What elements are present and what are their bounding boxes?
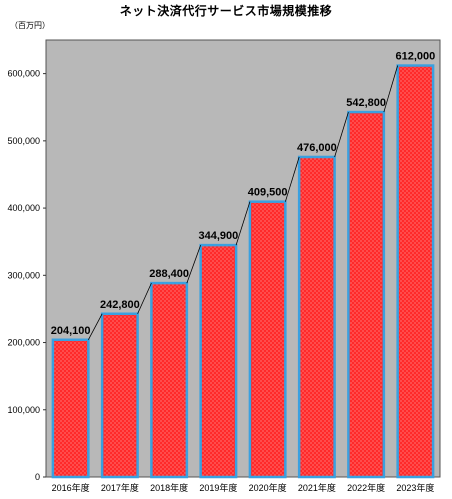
connector-line (186, 244, 202, 284)
x-tick-label: 2016年度 (52, 482, 90, 493)
x-tick-label: 2021年度 (298, 482, 336, 493)
value-label: 242,800 (100, 299, 140, 311)
y-tick-label: 100,000 (7, 405, 40, 415)
connector-line (383, 65, 399, 113)
x-axis: 2016年度 2017年度 2018年度 2019年度 2020年度 2021年度 2022… (52, 482, 435, 493)
value-label: 204,100 (51, 325, 91, 337)
x-tick-label: 2018年度 (150, 482, 188, 493)
bar-texture (54, 341, 87, 476)
x-tick-label: 2020年度 (249, 482, 287, 493)
connector-line (88, 313, 103, 340)
value-label: 344,900 (198, 230, 238, 242)
bar-texture (152, 284, 186, 476)
bar-texture (202, 246, 235, 476)
connector-line (284, 156, 300, 202)
value-label: 476,000 (297, 142, 337, 154)
y-tick-label: 200,000 (7, 338, 40, 348)
value-labels: 204,100 242,800 288,400 344,900 409,500 476,0… (51, 51, 436, 337)
value-label: 288,400 (149, 268, 189, 280)
bar-texture (251, 203, 284, 476)
connector-line (137, 282, 152, 314)
x-tick-label: 2023年度 (396, 482, 434, 493)
bar-texture (399, 67, 432, 476)
y-tick-label: 0 (35, 472, 40, 482)
y-axis: 0 100,000 200,000 300,000 400,000 500,000 600,… (7, 69, 46, 482)
x-tick-label: 2022年度 (347, 482, 385, 493)
y-axis-unit-label: （百万円） (10, 21, 50, 30)
connector-line (235, 201, 251, 246)
bars (51, 64, 435, 479)
value-label: 542,800 (346, 97, 386, 109)
y-tick-label: 300,000 (7, 270, 40, 280)
value-label: 409,500 (248, 187, 288, 199)
x-tick-label: 2017年度 (101, 482, 139, 493)
y-tick-label: 400,000 (7, 203, 40, 213)
connector-line (334, 111, 349, 158)
connector-lines (88, 65, 399, 340)
bar-texture (103, 315, 137, 476)
x-tick-label: 2019年度 (199, 482, 237, 493)
bar-texture (349, 113, 383, 476)
chart-title: ネット決済代行サービス市場規模推移 (119, 4, 333, 18)
value-label: 612,000 (395, 51, 435, 63)
bar-texture (300, 158, 334, 476)
y-tick-label: 600,000 (7, 69, 40, 79)
y-tick-label: 500,000 (7, 136, 40, 146)
